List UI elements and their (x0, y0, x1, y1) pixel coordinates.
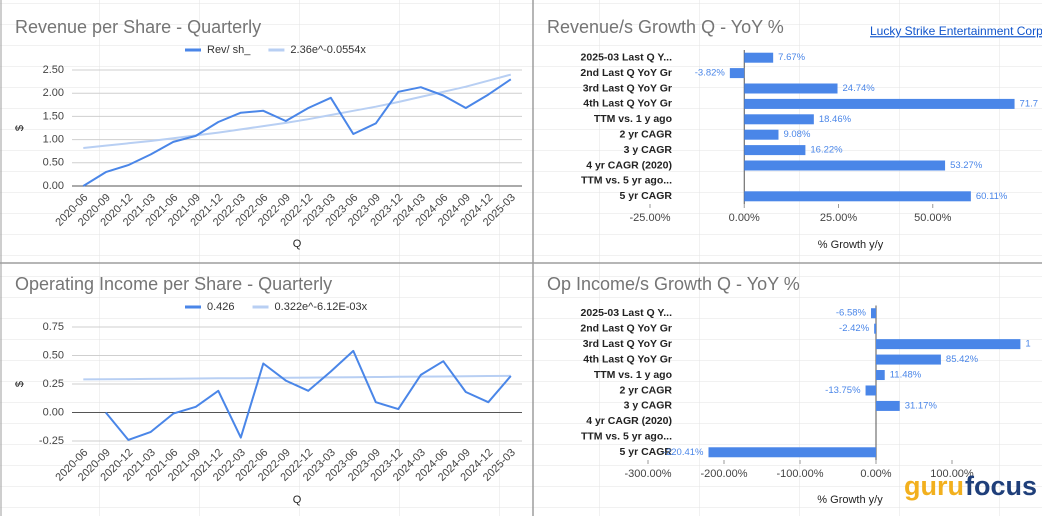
data-label: -220.41% (663, 447, 704, 458)
category-label: 4th Last Q YoY Gr (583, 98, 672, 110)
y-tick-label: 1.50 (43, 110, 64, 122)
bar (744, 129, 779, 140)
category-label: 5 yr CAGR (619, 446, 672, 458)
y-tick-label: 0.75 (43, 321, 64, 333)
bar (876, 354, 941, 365)
x-axis-label: Q (293, 494, 302, 506)
y-tick-label: 2.50 (43, 64, 64, 76)
category-label: 2 yr CAGR (619, 128, 672, 140)
y-tick-label: 2.00 (43, 87, 64, 99)
bar (876, 400, 900, 411)
bar (870, 308, 876, 319)
x-tick-label: 100.00% (930, 468, 974, 480)
category-label: 2025-03 Last Q Y... (581, 51, 673, 63)
category-label: 2nd Last Q YoY Gr (580, 322, 672, 334)
data-label: 71.7 (1020, 98, 1039, 109)
data-label: 7.67% (778, 52, 805, 63)
data-label: -6.58% (836, 308, 867, 319)
category-label: 3 y CAGR (624, 144, 673, 156)
chart-title: Revenue/s Growth Q - YoY % (547, 17, 784, 37)
legend-label: 0.426 (207, 301, 235, 313)
category-label: 2 yr CAGR (619, 384, 672, 396)
bar (708, 447, 876, 458)
bar (744, 145, 806, 156)
x-tick-label: 25.00% (820, 212, 858, 224)
data-label: -2.42% (839, 323, 870, 334)
bar (865, 385, 876, 396)
series-line (105, 349, 512, 441)
bar (744, 83, 838, 94)
y-tick-label: 0.25 (43, 378, 64, 390)
y-tick-label: 1.00 (43, 134, 64, 146)
x-tick-label: 50.00% (914, 212, 952, 224)
category-label: 3rd Last Q YoY Gr (583, 82, 672, 94)
x-tick-label: -200.00% (700, 468, 747, 480)
bar (744, 52, 774, 63)
y-axis-label: $ (14, 381, 26, 387)
x-tick-label: 0.00% (860, 468, 891, 480)
y-tick-label: 0.00 (43, 180, 64, 192)
company-link[interactable]: Lucky Strike Entertainment Corp (870, 24, 1042, 38)
data-label: 18.46% (819, 114, 852, 125)
logo-guru: guru (904, 471, 964, 501)
category-label: 4 yr CAGR (2020) (586, 415, 672, 427)
bar (744, 98, 1015, 109)
bar (874, 323, 876, 334)
legend-label: 2.36e^-0.0554x (290, 44, 366, 56)
bar (729, 68, 745, 79)
data-label: 16.22% (810, 145, 843, 156)
data-label: 11.48% (890, 370, 922, 381)
logo-focus: focus (965, 471, 1037, 501)
category-label: 2nd Last Q YoY Gr (580, 67, 672, 79)
category-label: 2025-03 Last Q Y... (581, 307, 673, 319)
bar (744, 160, 946, 171)
x-axis-label: % Growth y/y (817, 494, 883, 506)
y-axis-label: $ (14, 125, 26, 131)
chart-title: Revenue per Share - Quarterly (15, 17, 261, 37)
data-label: 53.27% (950, 160, 983, 171)
data-label: 60.11% (976, 191, 1008, 202)
category-label: TTM vs. 5 yr ago... (581, 175, 672, 187)
y-tick-label: 0.00 (43, 406, 64, 418)
data-label: 31.17% (905, 400, 938, 411)
chart-title: Operating Income per Share - Quarterly (15, 274, 332, 294)
category-label: TTM vs. 5 yr ago... (581, 431, 672, 443)
x-tick-label: 0.00% (729, 212, 760, 224)
category-label: 4 yr CAGR (2020) (586, 159, 672, 171)
x-tick-label: -100.00% (776, 468, 823, 480)
data-label: 24.74% (843, 83, 876, 94)
bar (876, 339, 1021, 350)
bar (876, 370, 885, 381)
x-axis-label: % Growth y/y (818, 239, 884, 251)
data-label: 9.08% (783, 129, 810, 140)
bar (744, 191, 971, 202)
bar (744, 114, 814, 125)
category-label: TTM vs. 1 y ago (594, 113, 672, 125)
series-line (83, 374, 511, 381)
category-label: 3rd Last Q YoY Gr (583, 338, 672, 350)
category-label: 5 yr CAGR (619, 190, 672, 202)
y-tick-label: -0.25 (39, 435, 64, 447)
x-tick-label: -300.00% (624, 468, 671, 480)
data-label: 85.42% (946, 354, 979, 365)
data-label: -13.75% (825, 385, 861, 396)
data-label: 1 (1025, 339, 1030, 350)
y-tick-label: 0.50 (43, 157, 64, 169)
x-tick-label: -25.00% (630, 212, 671, 224)
x-axis-label: Q (293, 238, 302, 250)
category-label: 3 y CAGR (624, 400, 673, 412)
legend-label: Rev/ sh_ (207, 44, 251, 56)
category-label: 4th Last Q YoY Gr (583, 353, 672, 365)
chart-title: Op Income/s Growth Q - YoY % (547, 274, 800, 294)
data-label: -3.82% (695, 68, 726, 79)
series-line (83, 73, 512, 149)
legend-label: 0.322e^-6.12E-03x (275, 301, 368, 313)
series-line (82, 78, 512, 187)
y-tick-label: 0.50 (43, 349, 64, 361)
category-label: TTM vs. 1 y ago (594, 369, 672, 381)
